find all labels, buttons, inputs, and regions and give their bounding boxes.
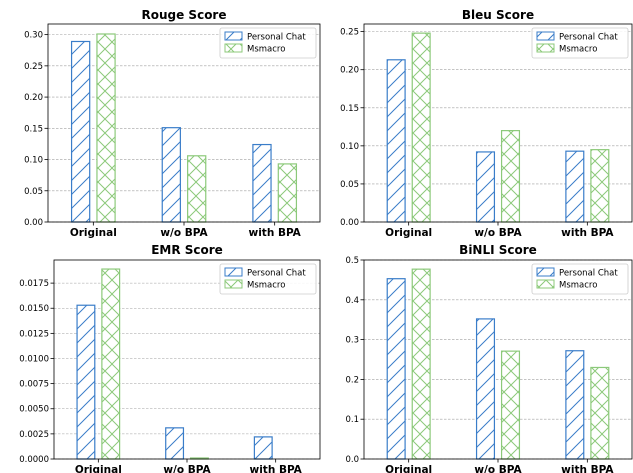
bar-personal-chat bbox=[161, 127, 181, 223]
bar-personal-chat bbox=[70, 40, 91, 223]
chart-title: Rouge Score bbox=[142, 8, 227, 22]
legend-label: Personal Chat bbox=[559, 33, 618, 43]
ytick-label: 0.0075 bbox=[19, 380, 49, 390]
bar-msmacro bbox=[500, 130, 521, 223]
legend-swatch bbox=[536, 31, 555, 41]
bar-msmacro bbox=[277, 163, 298, 223]
chart-title: EMR Score bbox=[151, 243, 223, 257]
ytick-label: 0.3 bbox=[345, 336, 359, 346]
legend-label: Personal Chat bbox=[247, 33, 306, 43]
bar-personal-chat bbox=[475, 318, 496, 460]
ytick-label: 0.0175 bbox=[19, 279, 49, 289]
ytick-label: 0.4 bbox=[345, 296, 359, 306]
xtick-label: Original bbox=[70, 227, 117, 239]
ytick-label: 0.0125 bbox=[19, 329, 49, 339]
xtick-label: with BPA bbox=[561, 464, 614, 473]
xtick-label: w/o BPA bbox=[160, 227, 208, 239]
legend-label: Personal Chat bbox=[247, 269, 306, 279]
legend-box bbox=[531, 263, 629, 295]
chart-panel-2: 0.00 0.05 0.10 0.15 0.20 0.25 Original w/o BPA w… bbox=[340, 8, 633, 239]
bar-msmacro bbox=[96, 33, 116, 223]
xtick-label: Original bbox=[385, 464, 432, 473]
ytick-label: 0.15 bbox=[340, 104, 359, 114]
ytick-label: 0.05 bbox=[340, 180, 359, 190]
legend-box bbox=[531, 27, 629, 59]
legend-swatch bbox=[536, 279, 555, 289]
bar-personal-chat bbox=[475, 151, 496, 223]
xtick-label: with BPA bbox=[561, 227, 614, 239]
ytick-label: 0.25 bbox=[340, 28, 359, 38]
ytick-label: 0.10 bbox=[340, 142, 359, 152]
legend-swatch bbox=[536, 267, 555, 277]
chart-panel-4: 0.0 0.1 0.2 0.3 0.4 0.5 Original w/o BPA with BP… bbox=[345, 243, 633, 473]
xtick-label: w/o BPA bbox=[163, 464, 211, 473]
ytick-label: 0.2 bbox=[345, 375, 359, 385]
ytick-label: 0.00 bbox=[340, 218, 359, 228]
legend-label: Msmacro bbox=[247, 45, 285, 55]
ytick-label: 0.0025 bbox=[19, 430, 49, 440]
ytick-label: 0.5 bbox=[345, 256, 359, 266]
xtick-label: Original bbox=[75, 464, 122, 473]
bar-personal-chat bbox=[76, 304, 96, 460]
legend: Personal Chat Msmacro bbox=[531, 27, 629, 59]
bar-msmacro bbox=[590, 149, 610, 223]
chart-panel-3: 0.0000 0.0025 0.0050 0.0075 0.0100 0.0125 0.01… bbox=[19, 243, 321, 473]
ytick-label: 0.15 bbox=[24, 124, 43, 134]
legend-swatch bbox=[224, 267, 243, 277]
ytick-label: 0.10 bbox=[24, 156, 43, 166]
bar-msmacro bbox=[101, 268, 121, 460]
chart-title: BiNLI Score bbox=[459, 243, 537, 257]
ytick-label: 0.0150 bbox=[19, 304, 49, 314]
legend-box bbox=[219, 27, 317, 59]
legend-box bbox=[219, 263, 317, 295]
bar-personal-chat bbox=[252, 143, 272, 223]
bar-msmacro bbox=[590, 366, 610, 460]
ytick-label: 0.30 bbox=[24, 31, 43, 41]
bar-personal-chat bbox=[386, 59, 406, 223]
ytick-label: 0.0100 bbox=[19, 354, 49, 364]
ytick-label: 0.0050 bbox=[19, 405, 49, 415]
legend-swatch bbox=[536, 43, 555, 53]
bar-personal-chat bbox=[565, 350, 585, 460]
bar-personal-chat bbox=[565, 150, 585, 223]
legend-swatch bbox=[224, 43, 243, 53]
bar-msmacro bbox=[411, 32, 431, 223]
ytick-label: 0.0000 bbox=[19, 455, 49, 465]
chart-panel-1: 0.00 0.05 0.10 0.15 0.20 0.25 0.30 Original w/o … bbox=[24, 8, 321, 239]
xtick-label: w/o BPA bbox=[474, 227, 522, 239]
bar-personal-chat bbox=[165, 427, 185, 460]
ytick-label: 0.05 bbox=[24, 187, 43, 197]
ytick-label: 0.20 bbox=[340, 66, 359, 76]
ytick-label: 0.20 bbox=[24, 93, 43, 103]
ytick-label: 0.25 bbox=[24, 62, 43, 72]
legend-label: Personal Chat bbox=[559, 269, 618, 279]
legend: Personal Chat Msmacro bbox=[219, 27, 317, 59]
legend-swatch bbox=[224, 31, 243, 41]
bar-personal-chat bbox=[253, 436, 273, 460]
bar-msmacro bbox=[411, 268, 431, 460]
bar-msmacro bbox=[187, 155, 207, 223]
xtick-label: with BPA bbox=[249, 227, 302, 239]
ytick-label: 0.1 bbox=[345, 415, 359, 425]
ytick-label: 0.00 bbox=[24, 218, 43, 228]
legend: Personal Chat Msmacro bbox=[531, 263, 629, 295]
bar-personal-chat bbox=[386, 278, 406, 460]
xtick-label: with BPA bbox=[250, 464, 303, 473]
legend-swatch bbox=[224, 279, 243, 289]
ytick-label: 0.0 bbox=[345, 455, 359, 465]
legend-label: Msmacro bbox=[247, 281, 285, 291]
xtick-label: Original bbox=[385, 227, 432, 239]
xtick-label: w/o BPA bbox=[474, 464, 522, 473]
chart-title: Bleu Score bbox=[462, 8, 534, 22]
bar-msmacro bbox=[500, 350, 521, 460]
legend: Personal Chat Msmacro bbox=[219, 263, 317, 295]
legend-label: Msmacro bbox=[559, 45, 597, 55]
legend-label: Msmacro bbox=[559, 281, 597, 291]
